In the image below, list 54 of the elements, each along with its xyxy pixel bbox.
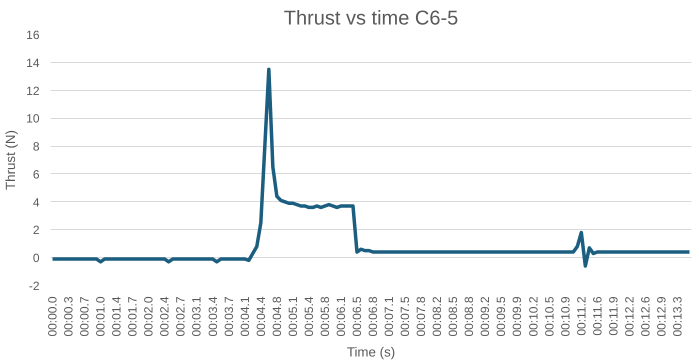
x-tick-label: 00:04.8	[270, 296, 284, 337]
x-tick-label: 00:12.2	[622, 296, 636, 337]
x-tick-label: 00:07.5	[398, 296, 412, 337]
y-tick-label: 0	[32, 251, 40, 266]
x-tick-label: 00:03.4	[206, 296, 220, 337]
y-tick-label: 10	[26, 112, 40, 126]
x-tick-label: 00:04.4	[254, 296, 268, 337]
x-tick-label: 00:12.6	[638, 296, 652, 337]
x-tick-label: 00:10.9	[558, 296, 572, 337]
y-tick-label: 2	[32, 223, 40, 238]
y-tick-label: 6	[32, 167, 40, 182]
x-tick-label: 00:09.5	[494, 296, 508, 337]
y-axis-title: Thrust (N)	[3, 130, 18, 190]
x-tick-label: 00:01.0	[94, 296, 108, 337]
line-series	[50, 68, 692, 268]
x-tick-label: 00:07.8	[414, 296, 428, 337]
x-tick-label: 00:09.2	[478, 296, 492, 337]
x-tick-label: 00:13.3	[670, 296, 684, 337]
x-tick-label: 00:03.1	[190, 296, 204, 337]
y-tick-label: 4	[32, 195, 40, 210]
x-tick-label: 00:06.1	[334, 296, 348, 337]
y-tick-label: 14	[26, 56, 40, 70]
x-tick-label: 00:10.2	[526, 296, 540, 337]
x-tick-label: 00:05.4	[302, 296, 316, 337]
x-tick-label: 00:04.1	[238, 296, 252, 337]
x-tick-label: 00:05.1	[286, 296, 300, 337]
x-tick-label: 00:08.2	[430, 296, 444, 337]
x-tick-label: 00:06.8	[366, 296, 380, 337]
x-tick-label: 00:00.3	[62, 296, 76, 337]
x-tick-label: 00:06.5	[350, 296, 364, 337]
x-tick-label: 00:11.2	[574, 296, 588, 336]
x-tick-label: 00:02.4	[158, 296, 172, 337]
y-tick-label: 16	[26, 28, 40, 42]
y-tick-label: 12	[26, 84, 40, 98]
x-tick-label: 00:03.7	[222, 296, 236, 337]
x-tick-label: 00:07.1	[382, 296, 396, 337]
x-tick-label: 00:01.7	[126, 296, 140, 337]
x-tick-label: 00:10.5	[542, 296, 556, 337]
x-axis-title: Time (s)	[346, 344, 396, 360]
x-tick-label: 00:01.4	[110, 296, 124, 337]
x-tick-label: 00:09.9	[510, 296, 524, 337]
x-tick-label: 00:12.9	[654, 296, 668, 337]
x-tick-label: 00:00.7	[78, 296, 92, 337]
x-tick-label: 00:11.6	[590, 296, 604, 336]
x-tick-label: 00:02.7	[174, 296, 188, 337]
x-tick-label: 00:11.9	[606, 296, 620, 336]
x-tick-label: 00:08.5	[446, 296, 460, 337]
x-tick-label: 00:00.0	[46, 296, 60, 337]
x-tick-label: 00:02.0	[142, 296, 156, 337]
chart-title: Thrust vs time C6-5	[284, 8, 458, 30]
y-tick-label: 8	[32, 140, 40, 154]
x-tick-label: 00:08.8	[462, 296, 476, 337]
y-tick-label: -2	[28, 279, 40, 293]
x-tick-label: 00:05.8	[318, 296, 332, 337]
